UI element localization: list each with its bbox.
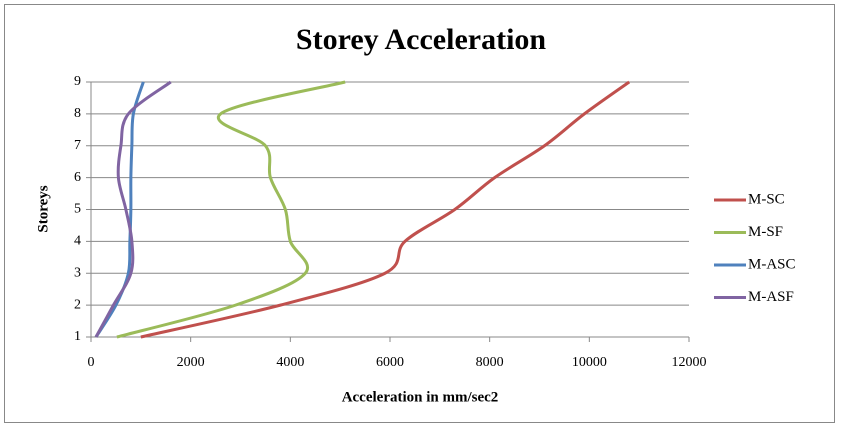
x-tick-label: 4000 bbox=[276, 355, 304, 370]
x-tick-label: 8000 bbox=[476, 355, 504, 370]
x-tick-label: 6000 bbox=[376, 355, 404, 370]
legend-label: M-SF bbox=[748, 224, 783, 240]
y-tick-label: 3 bbox=[74, 265, 81, 280]
y-tick-label: 1 bbox=[74, 329, 81, 344]
series-line bbox=[94, 80, 172, 338]
legend-label: M-ASF bbox=[748, 289, 794, 305]
y-tick-label: 5 bbox=[74, 202, 81, 217]
series-line bbox=[140, 80, 631, 339]
y-tick-label: 6 bbox=[74, 170, 81, 185]
chart-border bbox=[4, 4, 835, 423]
y-tick-label: 7 bbox=[74, 138, 81, 153]
x-tick-label: 12000 bbox=[672, 355, 707, 370]
series-line bbox=[116, 80, 346, 339]
x-axis-label: Acceleration in mm/sec2 bbox=[342, 389, 499, 405]
y-tick-label: 8 bbox=[74, 106, 81, 121]
chart-title: Storey Acceleration bbox=[296, 23, 547, 56]
legend-label: M-SC bbox=[748, 191, 785, 207]
y-tick-label: 9 bbox=[74, 74, 81, 89]
x-tick-label: 2000 bbox=[177, 355, 205, 370]
y-tick-label: 2 bbox=[74, 297, 81, 312]
x-tick-label: 10000 bbox=[572, 355, 607, 370]
y-axis-label: Storeys bbox=[35, 185, 51, 232]
legend-label: M-ASC bbox=[748, 256, 796, 272]
y-tick-label: 4 bbox=[74, 234, 81, 249]
x-tick-label: 0 bbox=[88, 355, 95, 370]
